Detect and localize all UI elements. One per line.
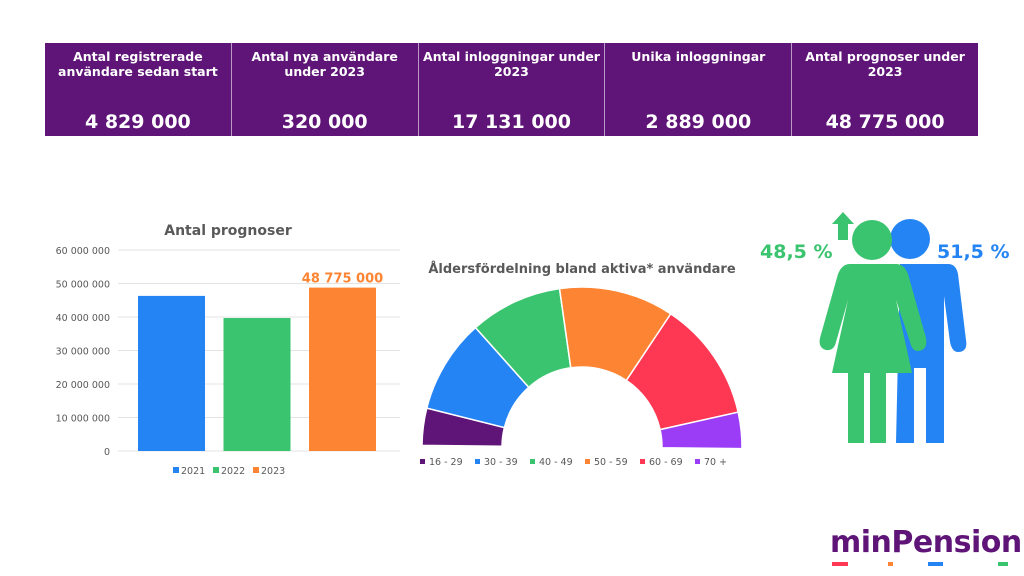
legend-swatch bbox=[213, 467, 219, 473]
age-distribution-chart: Åldersfördelning bland aktiva* användare… bbox=[420, 261, 743, 468]
y-tick-label: 50 000 000 bbox=[56, 280, 110, 291]
legend-label: 40 - 49 bbox=[539, 457, 573, 468]
bar-2022 bbox=[223, 318, 291, 451]
gender-pictogram: 48,5 % 51,5 % bbox=[760, 212, 1010, 443]
kpi-value: 320 000 bbox=[281, 111, 368, 133]
kpi-label: Antal nya användare under 2023 bbox=[251, 49, 398, 79]
minpension-logo: minPension bbox=[830, 525, 1022, 560]
legend-swatch bbox=[173, 467, 179, 473]
legend-swatch bbox=[585, 459, 590, 464]
kpi-cell: Antal inloggningar under 2023 17 131 000 bbox=[419, 43, 606, 136]
female-percentage: 48,5 % bbox=[760, 241, 833, 263]
kpi-cell: Antal prognoser under 2023 48 775 000 bbox=[792, 43, 978, 136]
woman-head-icon bbox=[852, 220, 892, 260]
bar-chart-prognoser: Antal prognoser 0 10 000 000 20 000 000 30 0… bbox=[56, 223, 400, 477]
male-percentage: 51,5 % bbox=[937, 241, 1010, 263]
kpi-cell: Antal nya användare under 2023 320 000 bbox=[232, 43, 419, 136]
chart-title: Antal prognoser bbox=[164, 223, 292, 239]
y-tick-label: 60 000 000 bbox=[56, 246, 110, 257]
kpi-label: Antal prognoser under 2023 bbox=[805, 49, 965, 79]
bar-2023 bbox=[309, 287, 376, 451]
legend-label: 30 - 39 bbox=[484, 457, 518, 468]
legend-swatch bbox=[530, 459, 535, 464]
legend-swatch bbox=[475, 459, 480, 464]
logo-dash bbox=[998, 562, 1008, 566]
kpi-cell: Antal registrerade användare sedan start… bbox=[45, 43, 232, 136]
woman-body-icon bbox=[819, 264, 927, 443]
legend-label: 2023 bbox=[261, 466, 285, 477]
legend-swatch bbox=[253, 467, 259, 473]
kpi-value: 48 775 000 bbox=[825, 111, 945, 133]
kpi-value: 17 131 000 bbox=[451, 111, 571, 133]
kpi-value: 2 889 000 bbox=[645, 111, 752, 133]
kpi-cell: Unika inloggningar 2 889 000 bbox=[605, 43, 793, 136]
legend-label: 50 - 59 bbox=[594, 457, 628, 468]
legend-label: 2022 bbox=[221, 466, 245, 477]
slice-70+ bbox=[659, 411, 743, 450]
legend-label: 16 - 29 bbox=[429, 457, 463, 468]
bar-2021 bbox=[138, 295, 205, 451]
legend-label: 2021 bbox=[181, 466, 205, 477]
chart-title: Åldersfördelning bland aktiva* användare bbox=[428, 261, 735, 277]
logo-dash bbox=[888, 562, 893, 566]
arrow-up-icon bbox=[832, 212, 854, 240]
kpi-value: 4 829 000 bbox=[85, 111, 191, 133]
legend-label: 60 - 69 bbox=[649, 457, 683, 468]
legend-swatch bbox=[640, 459, 645, 464]
y-tick-label: 40 000 000 bbox=[56, 313, 110, 324]
logo-dash bbox=[928, 562, 943, 566]
data-label: 48 775 000 bbox=[302, 272, 383, 287]
y-tick-label: 0 bbox=[104, 447, 110, 458]
y-tick-label: 30 000 000 bbox=[56, 347, 110, 358]
logo-dash bbox=[832, 562, 848, 566]
kpi-label: Antal inloggningar under 2023 bbox=[423, 49, 600, 79]
man-head-icon bbox=[890, 219, 930, 259]
kpi-label: Unika inloggningar bbox=[631, 49, 766, 64]
legend-label: 70 + bbox=[704, 457, 727, 468]
legend-swatch bbox=[695, 459, 700, 464]
legend-swatch bbox=[420, 459, 425, 464]
kpi-table: Antal registrerade användare sedan start… bbox=[45, 43, 978, 136]
y-tick-label: 10 000 000 bbox=[56, 414, 110, 425]
kpi-label: Antal registrerade användare sedan start bbox=[58, 49, 218, 79]
y-tick-label: 20 000 000 bbox=[56, 380, 110, 391]
